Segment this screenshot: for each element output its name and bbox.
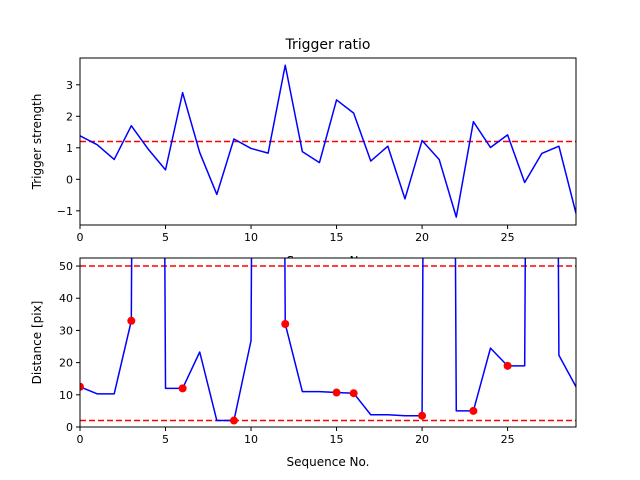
bottom-marker-point bbox=[469, 406, 478, 415]
bottom-marker-point bbox=[127, 316, 136, 325]
bottom-x-tick-label: 15 bbox=[330, 433, 344, 446]
top-x-tick-label: 20 bbox=[415, 231, 429, 244]
top-y-tick-label: −1 bbox=[57, 205, 73, 218]
bottom-plot-frame bbox=[79, 257, 577, 428]
bottom-chart: 0 5 10 15 20 25 0 10 20 30 40 50 Sequence No. Dista… bbox=[30, 257, 577, 469]
bottom-marker-point bbox=[503, 361, 512, 370]
top-x-tick-label: 25 bbox=[501, 231, 515, 244]
top-x-tick-label: 15 bbox=[330, 231, 344, 244]
bottom-x-axis-label: Sequence No. bbox=[287, 455, 370, 469]
bottom-marker-point bbox=[178, 384, 187, 393]
bottom-marker-point bbox=[80, 382, 84, 391]
bottom-marker-point bbox=[418, 411, 427, 420]
bottom-x-tick-label: 20 bbox=[415, 433, 429, 446]
bottom-y-tick-label: 30 bbox=[59, 324, 73, 337]
bottom-x-tick-label: 10 bbox=[244, 433, 258, 446]
bottom-x-tick-label: 0 bbox=[77, 433, 84, 446]
top-y-tick-label: 2 bbox=[66, 110, 73, 123]
bottom-y-tick-label: 10 bbox=[59, 389, 73, 402]
bottom-marker-point bbox=[229, 416, 238, 425]
top-y-axis-label: Trigger strength bbox=[30, 94, 44, 191]
top-y-tick-label: 3 bbox=[66, 79, 73, 92]
top-y-tick-label: 1 bbox=[66, 142, 73, 155]
bottom-y-tick-label: 40 bbox=[59, 292, 73, 305]
top-plot-frame bbox=[79, 57, 577, 226]
bottom-marker-point bbox=[281, 319, 290, 328]
top-series-line-0 bbox=[80, 64, 576, 218]
bottom-axes-background bbox=[80, 258, 576, 427]
top-x-tick-label: 10 bbox=[244, 231, 258, 244]
bottom-marker-point bbox=[332, 388, 341, 397]
top-chart-title: Trigger ratio bbox=[284, 37, 370, 53]
bottom-series-line-0 bbox=[80, 258, 576, 422]
top-y-tick-label: 0 bbox=[66, 173, 73, 186]
bottom-y-tick-label: 50 bbox=[59, 260, 73, 273]
bottom-x-tick-label: 5 bbox=[162, 433, 169, 446]
top-x-tick-label: 5 bbox=[162, 231, 169, 244]
bottom-y-axis-label: Distance [pix] bbox=[30, 301, 44, 385]
bottom-marker-point bbox=[349, 389, 358, 398]
bottom-y-tick-label: 0 bbox=[66, 421, 73, 434]
top-x-tick-label: 0 bbox=[77, 231, 84, 244]
bottom-x-tick-label: 25 bbox=[501, 433, 515, 446]
bottom-y-tick-label: 20 bbox=[59, 357, 73, 370]
